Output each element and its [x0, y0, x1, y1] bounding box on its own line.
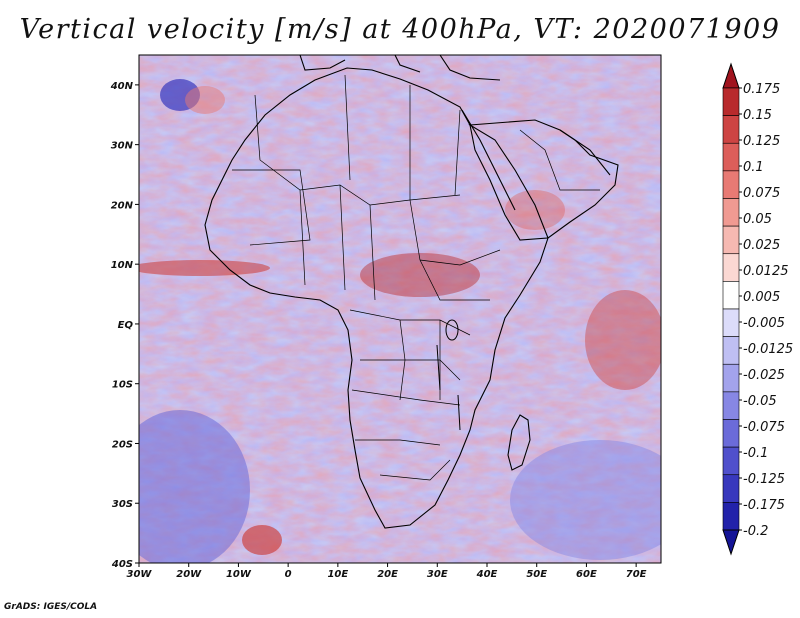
colorbar-segment [722, 142, 740, 172]
colorbar-segment [722, 253, 740, 282]
x-tick-label: 20W [176, 569, 202, 580]
colorbar-segment [722, 87, 740, 116]
colorbar-label: 0.175 [743, 82, 780, 97]
x-tick-label: 0 [285, 569, 292, 580]
colorbar-label: -0.125 [743, 472, 785, 487]
colorbar-top-arrow [722, 62, 740, 89]
colorbar-segment [722, 502, 740, 531]
y-tick-label: 10S [112, 380, 133, 391]
colorbar-segment [722, 336, 740, 365]
x-tick-label: 70E [626, 569, 647, 580]
africa-coastline [204, 67, 549, 529]
rift-lakes [436, 344, 461, 431]
x-tick-label: 30E [427, 569, 448, 580]
colorbar-segment [722, 281, 740, 310]
colorbar-segment [722, 391, 740, 420]
colorbar-segment [722, 308, 740, 337]
y-tick-label: EQ [118, 320, 134, 331]
colorbar-label: 0.15 [743, 108, 772, 123]
madagascar-coastline [507, 414, 531, 471]
x-tick-label: 10E [327, 569, 348, 580]
x-tick-label: 20E [377, 569, 398, 580]
y-axis-ticks: 40N 30N 20N 10N EQ 10S 20S 30S 40S [110, 81, 139, 570]
lakes [436, 319, 461, 431]
colorbar-segment [722, 225, 740, 255]
colorbar-label: -0.175 [743, 498, 785, 513]
y-tick-label: 20S [112, 439, 133, 450]
colorbar-segment [722, 198, 740, 227]
colorbar-segment [722, 446, 740, 476]
y-tick-label: 30N [111, 141, 134, 152]
colorbar-label: 0.075 [743, 186, 780, 201]
colorbar-label: 0.05 [743, 212, 772, 227]
x-tick-label: 10W [226, 569, 252, 580]
footer-credit: GrADS: IGES/COLA [4, 602, 98, 612]
y-tick-label: 30S [112, 499, 133, 510]
colorbar-label: 0.0125 [743, 264, 789, 279]
x-tick-label: 30W [127, 569, 153, 580]
colorbar-segment [722, 363, 740, 393]
x-tick-label: 60E [576, 569, 597, 580]
colorbar-label: -0.0125 [743, 342, 793, 357]
colorbar-label: -0.05 [743, 394, 777, 409]
coastlines [204, 55, 619, 529]
colorbar: 0.175 0.15 0.125 0.1 0.075 0.05 0.025 0.0125 0.0… [722, 62, 793, 556]
red-sea [461, 109, 516, 211]
colorbar-label: -0.005 [743, 316, 785, 331]
y-tick-label: 20N [111, 200, 134, 211]
colorbar-label: -0.2 [743, 524, 768, 539]
colorbar-segment [722, 419, 740, 448]
y-tick-label: 40S [111, 559, 133, 570]
lake-victoria [445, 319, 459, 341]
colorbar-label: -0.1 [743, 446, 768, 461]
y-tick-label: 10N [111, 260, 134, 271]
y-tick-label: 40N [110, 81, 134, 92]
x-axis-ticks: 30W 20W 10W 0 10E 20E 30E 40E 50E 60E 70E [127, 563, 647, 580]
colorbar-label: -0.075 [743, 420, 785, 435]
colorbar-segment [722, 170, 740, 199]
colorbar-segment [722, 474, 740, 503]
colorbar-label: -0.025 [743, 368, 785, 383]
plot-frame [138, 54, 662, 564]
chart-title: Vertical velocity [m/s] at 400hPa, VT: 2… [19, 14, 781, 45]
colorbar-label: 0.125 [743, 134, 780, 149]
country-borders [232, 74, 600, 481]
velocity-field [139, 55, 661, 563]
x-tick-label: 40E [476, 569, 498, 580]
europe-coastline [299, 55, 501, 81]
colorbar-label: 0.005 [743, 290, 780, 305]
persian-gulf [559, 129, 611, 176]
colorbar-label: 0.025 [743, 238, 780, 253]
colorbar-segment [722, 115, 740, 144]
x-tick-label: 50E [526, 569, 547, 580]
colorbar-label: 0.1 [743, 160, 764, 175]
colorbar-bottom-arrow [722, 529, 740, 556]
